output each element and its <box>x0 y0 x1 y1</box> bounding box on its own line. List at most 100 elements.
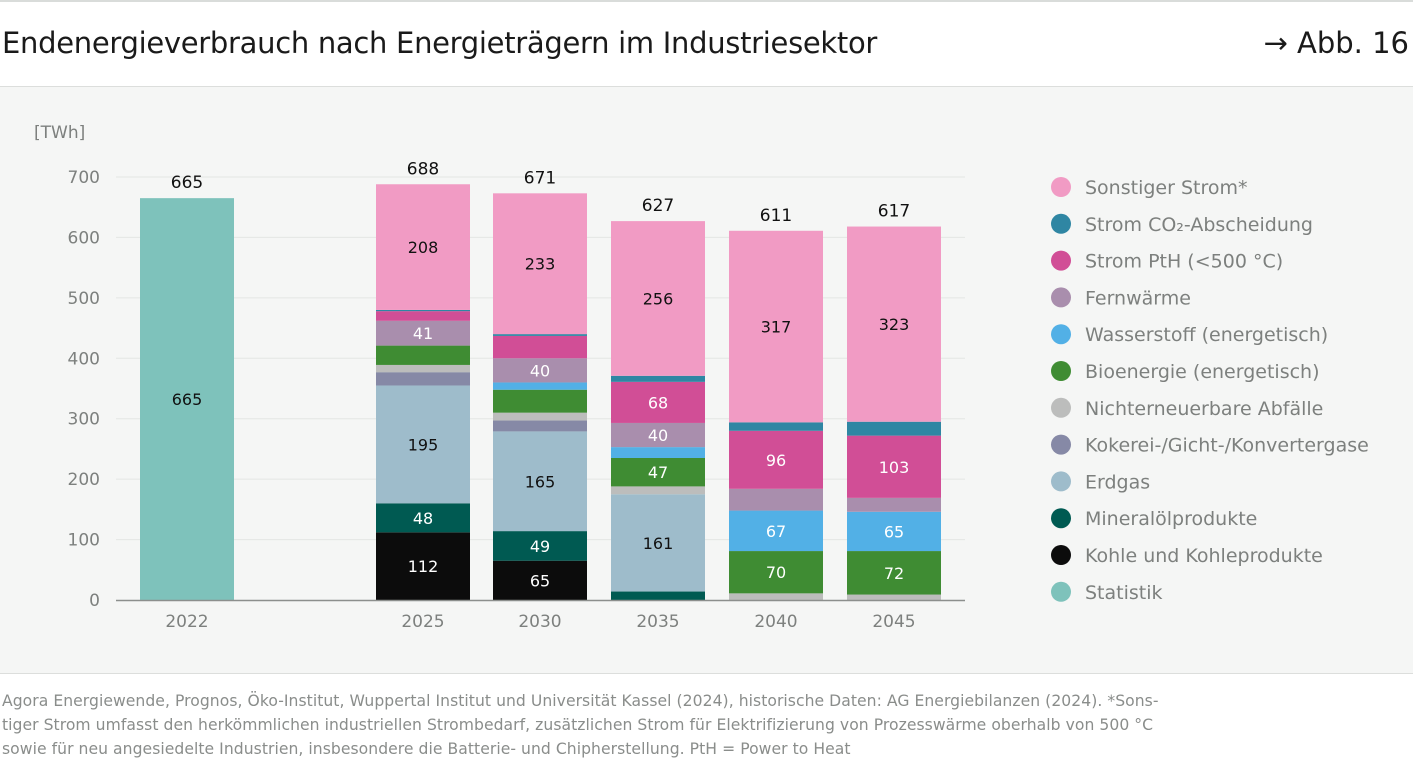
bar-segment-2040-wasserstoff-energetisch <box>729 510 823 552</box>
bar-segment-2025-sonstiger-strom <box>376 184 470 310</box>
bar-segment-2035-bioenergie-energetisch <box>611 457 705 487</box>
bar-segment-2030-nichterneuerbare-abfaelle <box>493 412 587 421</box>
legend-swatch-strom-pth-500-c <box>1051 250 1071 271</box>
y-tick-label-100: 100 <box>68 531 100 551</box>
bar-segment-2022-statistik <box>140 198 234 600</box>
bar-segment-2030-mineraloelprodukte <box>493 531 587 561</box>
top-rule <box>0 0 1413 2</box>
bar-segment-2025-bioenergie-energetisch <box>376 345 470 365</box>
legend-label-erdgas: Erdgas <box>1085 471 1150 493</box>
bar-segment-2040-nichterneuerbare-abfaelle <box>729 593 823 600</box>
bar-segment-2045-sonstiger-strom <box>847 226 941 422</box>
figure-reference: → Abb. 16 <box>1263 26 1409 60</box>
bar-segment-2040-fernwaerme <box>729 488 823 511</box>
data-label-2035-erdgas: 161 <box>643 534 674 553</box>
data-label-2025-erdgas: 195 <box>408 435 439 454</box>
bar-segment-2030-fernwaerme <box>493 358 587 383</box>
bar-segment-2030-kohle-und-kohleprodukte <box>493 560 587 600</box>
y-tick-label-400: 400 <box>68 349 100 369</box>
bar-segment-2035-sonstiger-strom <box>611 221 705 376</box>
bar-segment-2035-nichterneuerbare-abfaelle <box>611 486 705 495</box>
data-label-2045-strom-pth-500-c: 103 <box>879 458 910 477</box>
data-label-2025-sonstiger-strom: 208 <box>408 238 439 257</box>
bar-segment-2045-bioenergie-energetisch <box>847 551 941 595</box>
data-label-2040-bioenergie-energetisch: 70 <box>766 563 786 582</box>
data-label-2030-sonstiger-strom: 233 <box>525 255 556 274</box>
x-tick-label-2045: 2045 <box>872 612 915 632</box>
bar-segment-2025-strom-co2-abscheidung <box>376 309 470 312</box>
y-axis-unit-label: [TWh] <box>34 123 85 143</box>
bar-segment-2025-strom-pth-500-c <box>376 311 470 321</box>
bar-segment-2045-wasserstoff-energetisch <box>847 511 941 552</box>
x-tick-label-2035: 2035 <box>636 612 679 632</box>
legend-label-fernwaerme: Fernwärme <box>1085 287 1191 309</box>
bar-segment-2030-bioenergie-energetisch <box>493 389 587 413</box>
legend-label-statistik: Statistik <box>1085 582 1163 604</box>
legend-label-strom-pth-500-c: Strom PtH (<500 °C) <box>1085 251 1283 273</box>
legend-swatch-kokerei-gicht-konvertergase <box>1051 434 1071 455</box>
legend-label-sonstiger-strom: Sonstiger Strom* <box>1085 177 1248 199</box>
legend-swatch-statistik <box>1051 581 1071 602</box>
bar-segment-2045-fernwaerme <box>847 497 941 512</box>
legend-label-nichterneuerbare-abfaelle: Nichterneuerbare Abfälle <box>1085 398 1323 420</box>
data-label-2025-mineraloelprodukte: 48 <box>413 509 433 528</box>
y-tick-label-700: 700 <box>68 168 100 188</box>
data-label-2030-erdgas: 165 <box>525 472 556 491</box>
bar-segment-2025-nichterneuerbare-abfaelle <box>376 364 470 373</box>
bar-segment-2045-strom-co2-abscheidung <box>847 421 941 436</box>
legend-swatch-strom-co2-abscheidung <box>1051 213 1071 234</box>
legend-label-bioenergie-energetisch: Bioenergie (energetisch) <box>1085 361 1320 383</box>
legend-swatch-nichterneuerbare-abfaelle <box>1051 397 1071 418</box>
data-label-2045-wasserstoff-energetisch: 65 <box>884 522 904 541</box>
data-label-2030-fernwaerme: 40 <box>530 361 550 380</box>
legend-swatch-fernwaerme <box>1051 287 1071 308</box>
bar-segment-2035-fernwaerme <box>611 422 705 448</box>
y-tick-label-600: 600 <box>68 228 100 248</box>
data-label-2022-statistik: 665 <box>172 390 203 409</box>
data-label-2035-fernwaerme: 40 <box>648 426 668 445</box>
x-tick-label-2040: 2040 <box>754 612 797 632</box>
legend-swatch-wasserstoff-energetisch <box>1051 324 1071 345</box>
bar-segment-2030-erdgas <box>493 431 587 532</box>
data-label-2040-sonstiger-strom: 317 <box>761 318 792 337</box>
bar-segment-2035-erdgas <box>611 494 705 592</box>
data-label-2045-sonstiger-strom: 323 <box>879 315 910 334</box>
bar-segment-2040-strom-pth-500-c <box>729 430 823 489</box>
legend-label-strom-co2-abscheidung: Strom CO₂-Abscheidung <box>1085 214 1313 236</box>
bar-segment-2025-kokerei-gicht-konvertergase <box>376 372 470 386</box>
legend-label-wasserstoff-energetisch: Wasserstoff (energetisch) <box>1085 324 1328 346</box>
data-label-2030-kohle-und-kohleprodukte: 65 <box>530 571 550 590</box>
data-label-2040-wasserstoff-energetisch: 67 <box>766 522 786 541</box>
y-tick-label-200: 200 <box>68 470 100 490</box>
legend-swatch-bioenergie-energetisch <box>1051 361 1071 381</box>
legend-swatch-kohle-und-kohleprodukte <box>1051 545 1071 565</box>
bar-segment-2035-wasserstoff-energetisch <box>611 447 705 458</box>
source-line-3: sowie für neu angesiedelte Industrien, i… <box>2 740 851 758</box>
data-label-2035-bioenergie-energetisch: 47 <box>648 463 668 482</box>
total-label-2022: 665 <box>171 173 203 193</box>
total-label-2025: 688 <box>407 159 439 179</box>
bar-segment-2030-kokerei-gicht-konvertergase <box>493 420 587 432</box>
bar-segment-2025-fernwaerme <box>376 320 470 346</box>
bar-segment-2025-mineraloelprodukte <box>376 503 470 533</box>
bar-segment-2030-wasserstoff-energetisch <box>493 382 587 390</box>
chart-panel: [TWh] 0 100 200 300 400 500 600 700 665 665 2022 112… <box>0 86 1413 674</box>
y-tick-label-0: 0 <box>89 591 100 611</box>
bar-segment-2040-strom-co2-abscheidung <box>729 422 823 431</box>
bar-segment-2030-strom-pth-500-c <box>493 335 587 359</box>
total-label-2035: 627 <box>642 196 674 216</box>
x-tick-label-2022: 2022 <box>165 612 208 632</box>
total-label-2030: 671 <box>524 168 556 188</box>
y-tick-label-500: 500 <box>68 289 100 309</box>
chart-title: Endenergieverbrauch nach Energieträgern … <box>2 26 878 60</box>
source-note: Agora Energiewende, Prognos, Öko-Institu… <box>2 689 1412 761</box>
total-label-2045: 617 <box>878 202 910 222</box>
bar-segment-2040-bioenergie-energetisch <box>729 551 823 594</box>
data-label-2035-strom-pth-500-c: 68 <box>648 393 668 412</box>
data-label-2035-sonstiger-strom: 256 <box>643 289 674 308</box>
legend-swatch-mineraloelprodukte <box>1051 508 1071 529</box>
data-label-2025-fernwaerme: 41 <box>413 324 433 343</box>
legend-swatch-erdgas <box>1051 471 1071 492</box>
x-tick-label-2030: 2030 <box>518 612 561 632</box>
figure-header: Endenergieverbrauch nach Energieträgern … <box>0 2 1413 86</box>
